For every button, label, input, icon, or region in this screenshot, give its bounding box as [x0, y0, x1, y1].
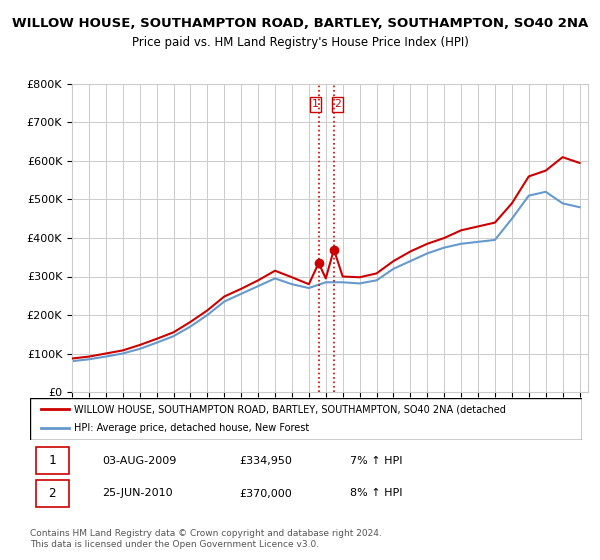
- Text: 1: 1: [49, 454, 56, 467]
- Text: HPI: Average price, detached house, New Forest: HPI: Average price, detached house, New …: [74, 423, 310, 433]
- Text: 8% ↑ HPI: 8% ↑ HPI: [350, 488, 403, 498]
- Text: 7% ↑ HPI: 7% ↑ HPI: [350, 456, 403, 465]
- Text: WILLOW HOUSE, SOUTHAMPTON ROAD, BARTLEY, SOUTHAMPTON, SO40 2NA (detached: WILLOW HOUSE, SOUTHAMPTON ROAD, BARTLEY,…: [74, 404, 506, 414]
- Text: 2: 2: [334, 99, 341, 109]
- Text: Contains HM Land Registry data © Crown copyright and database right 2024.
This d: Contains HM Land Registry data © Crown c…: [30, 529, 382, 549]
- Text: WILLOW HOUSE, SOUTHAMPTON ROAD, BARTLEY, SOUTHAMPTON, SO40 2NA: WILLOW HOUSE, SOUTHAMPTON ROAD, BARTLEY,…: [12, 17, 588, 30]
- Text: 03-AUG-2009: 03-AUG-2009: [102, 456, 176, 465]
- Text: £370,000: £370,000: [240, 488, 293, 498]
- Text: Price paid vs. HM Land Registry's House Price Index (HPI): Price paid vs. HM Land Registry's House …: [131, 36, 469, 49]
- Text: 2: 2: [49, 487, 56, 500]
- FancyBboxPatch shape: [35, 480, 68, 507]
- Text: 1: 1: [312, 99, 319, 109]
- FancyBboxPatch shape: [35, 447, 68, 474]
- Text: 25-JUN-2010: 25-JUN-2010: [102, 488, 172, 498]
- FancyBboxPatch shape: [30, 398, 582, 440]
- Text: £334,950: £334,950: [240, 456, 293, 465]
